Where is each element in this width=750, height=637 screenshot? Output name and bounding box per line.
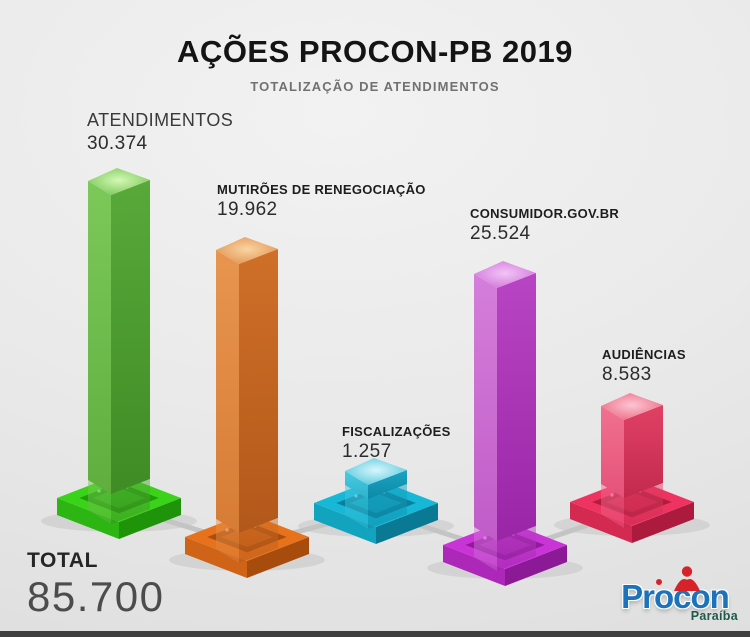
bar-mutiroes-de-renegociacao	[185, 237, 309, 578]
bar-category: ATENDIMENTOS	[87, 110, 234, 130]
bar-category: MUTIRÕES DE RENEGOCIAÇÃO	[217, 182, 426, 197]
logo-region-text: Paraíba	[690, 609, 738, 623]
bar-value: 25.524	[470, 223, 531, 244]
total-value: 85.700	[27, 573, 165, 620]
bar-audiencias	[570, 393, 694, 543]
bar-consumidor-gov-br	[443, 261, 567, 586]
total-block: TOTAL 85.700	[27, 549, 164, 621]
bar-atendimentos	[57, 168, 181, 539]
bar-fiscalizacoes	[314, 458, 438, 544]
page-subtitle: TOTALIZAÇÃO DE ATENDIMENTOS	[250, 79, 500, 94]
bar-category: FISCALIZAÇÕES	[342, 424, 451, 439]
procon-logo: Procon Paraíba	[606, 566, 744, 623]
bar-value: 30.374	[87, 133, 148, 154]
bar-label-consumidor-gov-br: CONSUMIDOR.GOV.BR 25.524	[470, 206, 619, 245]
page-title: AÇÕES PROCON-PB 2019	[177, 34, 573, 69]
bar-category: AUDIÊNCIAS	[602, 347, 686, 362]
bar-label-fiscalizacoes: FISCALIZAÇÕES 1.257	[342, 424, 451, 463]
bar-label-atendimentos: ATENDIMENTOS 30.374	[87, 110, 233, 155]
bottom-strip	[0, 631, 750, 637]
total-label: TOTAL	[27, 549, 99, 572]
bar-value: 8.583	[602, 364, 652, 385]
logo-accent-dot	[656, 579, 662, 585]
bar-value: 1.257	[342, 441, 392, 462]
logo-brand-text: Procon	[621, 578, 730, 615]
bar-category: CONSUMIDOR.GOV.BR	[470, 206, 620, 221]
bar-label-audiencias: AUDIÊNCIAS 8.583	[602, 347, 686, 386]
bar-value: 19.962	[217, 199, 278, 220]
bar-label-mutiroes-de-renegociacao: MUTIRÕES DE RENEGOCIAÇÃO 19.962	[217, 182, 426, 221]
chart-header: AÇÕES PROCON-PB 2019 TOTALIZAÇÃO DE ATEN…	[0, 34, 750, 94]
person-icon	[674, 566, 700, 591]
